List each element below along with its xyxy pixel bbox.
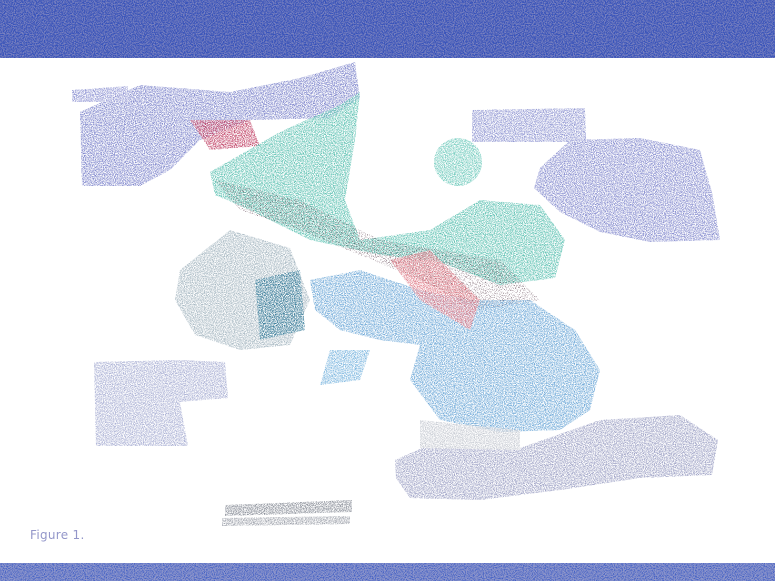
cluster-teal	[210, 92, 565, 285]
top-noise-band	[0, 0, 775, 58]
cluster-bottom-right	[395, 415, 718, 500]
cluster-top-right	[472, 108, 720, 242]
caption-label: Figure 1.	[30, 528, 85, 542]
bottom-noise-band	[0, 563, 775, 581]
cluster-gray-bottom-left	[94, 360, 228, 446]
figure-caption: Figure 1.	[0, 524, 775, 548]
figure-canvas	[0, 58, 775, 563]
cluster-blue	[310, 270, 600, 432]
